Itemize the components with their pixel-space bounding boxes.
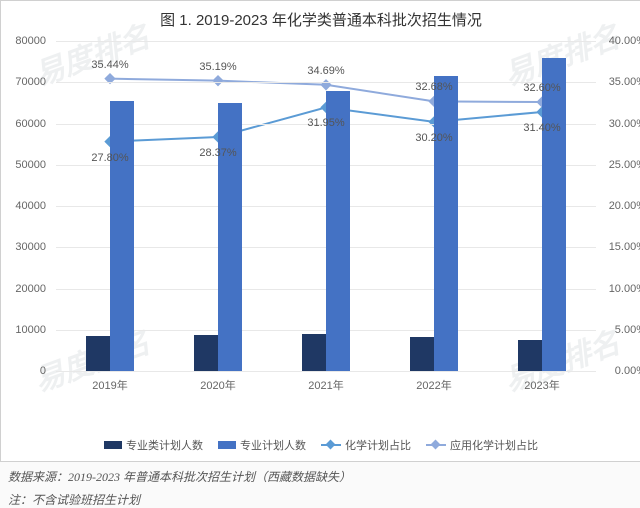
legend: 专业类计划人数专业计划人数化学计划占比应用化学计划占比 xyxy=(1,437,640,453)
bar xyxy=(218,103,242,371)
bar xyxy=(326,91,350,371)
x-tick-label: 2023年 xyxy=(524,377,559,393)
line-data-label: 28.37% xyxy=(199,147,236,159)
chart-container: 易度排名 易度排名 易度排名 易度排名 图 1. 2019-2023 年化学类普… xyxy=(0,0,640,462)
plot-area: 0100002000030000400005000060000700008000… xyxy=(56,41,596,371)
y-right-tick: 30.00% xyxy=(601,118,640,130)
bar xyxy=(194,335,218,371)
footnote: 注：不含试验班招生计划 xyxy=(0,485,640,508)
chart-title: 图 1. 2019-2023 年化学类普通本科批次招生情况 xyxy=(1,1,640,34)
y-left-tick: 0 xyxy=(6,365,46,377)
line-data-label: 30.20% xyxy=(415,132,452,144)
legend-item: 应用化学计划占比 xyxy=(426,437,538,453)
bar xyxy=(110,101,134,371)
y-left-tick: 50000 xyxy=(6,159,46,171)
bar xyxy=(434,76,458,371)
y-left-tick: 80000 xyxy=(6,35,46,47)
y-right-tick: 25.00% xyxy=(601,159,640,171)
bar xyxy=(518,340,542,371)
legend-item: 化学计划占比 xyxy=(321,437,411,453)
bar xyxy=(86,336,110,371)
y-right-tick: 5.00% xyxy=(601,324,640,336)
line-data-label: 31.40% xyxy=(523,122,560,134)
bar xyxy=(410,337,434,371)
y-right-tick: 15.00% xyxy=(601,241,640,253)
y-right-tick: 35.00% xyxy=(601,76,640,88)
line-data-label: 35.44% xyxy=(91,59,128,71)
y-right-tick: 0.00% xyxy=(601,365,640,377)
line-data-label: 34.69% xyxy=(307,65,344,77)
y-left-tick: 70000 xyxy=(6,76,46,88)
x-tick-label: 2022年 xyxy=(416,377,451,393)
line-data-label: 32.60% xyxy=(523,82,560,94)
y-left-tick: 20000 xyxy=(6,283,46,295)
y-right-tick: 40.00% xyxy=(601,35,640,47)
y-left-tick: 40000 xyxy=(6,200,46,212)
legend-item: 专业计划人数 xyxy=(218,437,306,453)
line-data-label: 27.80% xyxy=(91,152,128,164)
bar-group xyxy=(194,103,242,371)
y-left-tick: 60000 xyxy=(6,118,46,130)
x-tick-label: 2019年 xyxy=(92,377,127,393)
bar xyxy=(302,334,326,371)
bar-group xyxy=(518,58,566,372)
line-data-label: 32.68% xyxy=(415,81,452,93)
y-right-tick: 10.00% xyxy=(601,283,640,295)
line-data-label: 35.19% xyxy=(199,61,236,73)
x-tick-label: 2020年 xyxy=(200,377,235,393)
bar xyxy=(542,58,566,372)
y-left-tick: 10000 xyxy=(6,324,46,336)
bar-group xyxy=(302,91,350,371)
line-data-label: 31.95% xyxy=(307,117,344,129)
data-source: 数据来源：2019-2023 年普通本科批次招生计划（西藏数据缺失） xyxy=(0,462,640,485)
y-left-tick: 30000 xyxy=(6,241,46,253)
y-right-tick: 20.00% xyxy=(601,200,640,212)
legend-item: 专业类计划人数 xyxy=(104,437,203,453)
x-tick-label: 2021年 xyxy=(308,377,343,393)
bar-group xyxy=(410,76,458,371)
bar-group xyxy=(86,101,134,371)
